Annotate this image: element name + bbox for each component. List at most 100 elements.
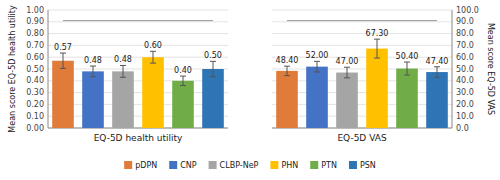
- error-bar: [150, 51, 156, 63]
- legend: pDPN CNP CLBP-NeP PHN PTN PSN: [124, 161, 376, 170]
- y-tick-label: 0.60: [26, 53, 44, 62]
- grid-line: [48, 57, 228, 58]
- y-tick-label: 70.0: [456, 41, 474, 50]
- data-label: 47.40: [426, 57, 449, 66]
- data-label: 50.40: [396, 52, 419, 61]
- bar: [202, 69, 224, 128]
- error-bar: [60, 53, 66, 68]
- y-axis-line: [452, 10, 453, 128]
- y-tick-label: 50.0: [456, 65, 474, 74]
- data-label: 0.50: [204, 51, 222, 60]
- y-tick-label: 10.0: [456, 112, 474, 121]
- y-axis-label: Mean score EQ-5D health utility: [8, 5, 17, 133]
- data-label: 0.48: [84, 56, 102, 65]
- chart-root: 0.000.100.200.300.400.500.600.700.800.90…: [0, 0, 500, 180]
- y-axis-label: Mean score EQ-5D VAS: [486, 23, 495, 115]
- bar: [142, 57, 164, 128]
- x-axis-label: EQ-5D health utility: [94, 133, 183, 143]
- bar: [112, 71, 134, 128]
- data-label: 0.60: [144, 41, 162, 50]
- y-tick-label: 0.0: [456, 124, 469, 133]
- bar: [172, 81, 194, 128]
- grid-line: [272, 45, 452, 46]
- y-tick-label: 100.0: [456, 6, 479, 15]
- error-bar: [434, 67, 440, 78]
- grid-line: [272, 21, 452, 22]
- grid-line: [272, 33, 452, 34]
- y-tick-label: 90.0: [456, 17, 474, 26]
- panel: 0.010.020.030.040.050.060.070.080.090.01…: [272, 6, 495, 144]
- legend-swatch: [310, 161, 318, 169]
- data-label: 48.40: [276, 56, 299, 65]
- error-bar: [374, 39, 380, 58]
- y-tick-label: 0.00: [26, 124, 44, 133]
- grid-line: [272, 116, 452, 117]
- legend-swatch: [209, 161, 217, 169]
- error-bar: [210, 61, 216, 76]
- bar: [276, 71, 298, 128]
- grid-line: [48, 45, 228, 46]
- bar: [336, 73, 358, 128]
- marks: [52, 21, 224, 128]
- bracket-line: [287, 20, 437, 21]
- y-axis-line: [48, 10, 49, 128]
- bar: [366, 49, 388, 128]
- bar: [52, 61, 74, 128]
- grid-line: [48, 10, 228, 11]
- data-label: 0.40: [174, 66, 192, 75]
- data-label: 67.30: [366, 29, 389, 38]
- legend-swatch: [270, 161, 278, 169]
- y-tick-label: 1.00: [26, 6, 44, 15]
- data-label: 0.57: [54, 43, 72, 52]
- y-tick-label: 0.20: [26, 100, 44, 109]
- panel: 0.000.100.200.300.400.500.600.700.800.90…: [8, 5, 229, 143]
- y-tick-label: 0.40: [26, 76, 44, 85]
- error-bar: [120, 65, 126, 77]
- legend-label: pDPN: [135, 161, 157, 170]
- error-bar: [314, 61, 320, 72]
- grid-line: [48, 116, 228, 117]
- y-tick-label: 80.0: [456, 29, 474, 38]
- data-label: 52.00: [306, 51, 329, 60]
- bar: [82, 71, 104, 128]
- grid-line: [48, 69, 228, 70]
- y-tick-label: 40.0: [456, 76, 474, 85]
- grid-line: [272, 10, 452, 11]
- legend-label: CNP: [180, 161, 197, 170]
- legend-label: PSN: [360, 161, 376, 170]
- error-bar: [284, 66, 290, 75]
- y-tick-label: 0.30: [26, 88, 44, 97]
- legend-swatch: [124, 161, 132, 169]
- grid-line: [48, 128, 228, 129]
- y-tick-label: 0.70: [26, 41, 44, 50]
- data-label: 47.00: [336, 57, 359, 66]
- grid-line: [48, 92, 228, 93]
- grid-line: [48, 80, 228, 81]
- error-bar: [180, 76, 186, 85]
- error-bar: [90, 66, 96, 77]
- x-axis-line: [48, 128, 228, 129]
- grid-line: [48, 104, 228, 105]
- y-tick-label: 0.90: [26, 17, 44, 26]
- marks: [276, 21, 448, 128]
- y-tick-label: 0.80: [26, 29, 44, 38]
- legend-label: PTN: [321, 161, 337, 170]
- grid-line: [272, 92, 452, 93]
- grid-line: [272, 128, 452, 129]
- grid-line: [48, 33, 228, 34]
- error-bar: [344, 67, 350, 78]
- y-tick-label: 30.0: [456, 88, 474, 97]
- legend-label: CLBP-NeP: [220, 161, 259, 170]
- bracket-line: [63, 20, 213, 21]
- legend-swatch: [349, 161, 357, 169]
- y-tick-label: 20.0: [456, 100, 474, 109]
- grid-line: [272, 80, 452, 81]
- grid-line: [272, 104, 452, 105]
- legend-label: PHN: [281, 161, 298, 170]
- x-axis-label: EQ-5D VAS: [337, 133, 387, 143]
- grid-line: [272, 69, 452, 70]
- error-bar: [404, 62, 410, 75]
- bar: [426, 72, 448, 128]
- data-label: 0.48: [114, 55, 132, 64]
- y-tick-label: 0.50: [26, 65, 44, 74]
